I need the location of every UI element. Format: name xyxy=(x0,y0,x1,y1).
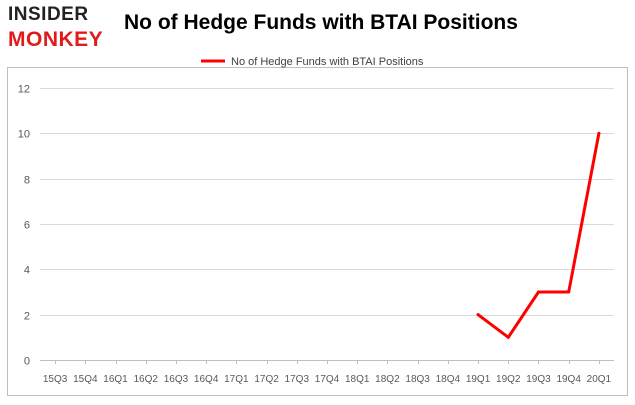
insider-monkey-logo: INSIDER MONKEY xyxy=(6,4,116,52)
x-tick-label: 20Q1 xyxy=(587,374,612,385)
chart-title: No of Hedge Funds with BTAI Positions xyxy=(124,11,518,34)
x-tick-label: 19Q4 xyxy=(556,374,581,385)
data-point-19Q1 xyxy=(476,313,480,317)
y-tick-labels: 0 2 4 6 8 10 12 xyxy=(18,84,30,368)
x-tick-label: 16Q1 xyxy=(103,374,128,385)
x-tick-label: 18Q1 xyxy=(345,374,370,385)
grid-layer xyxy=(40,88,614,361)
x-tick-label: 18Q2 xyxy=(375,374,400,385)
x-tick-label: 18Q3 xyxy=(405,374,430,385)
legend: No of Hedge Funds with BTAI Positions xyxy=(201,56,424,68)
chart-border xyxy=(7,67,628,396)
y-tick-label: 0 xyxy=(24,356,30,368)
x-tick-labels: 15Q3 15Q4 16Q1 16Q2 16Q3 16Q4 17Q1 17Q2 17Q3 17Q4… xyxy=(43,360,612,385)
x-tick-label: 17Q3 xyxy=(285,374,310,385)
logo-line-2: MONKEY xyxy=(8,28,104,51)
data-point-19Q4 xyxy=(567,290,571,294)
x-tick-label: 19Q2 xyxy=(496,374,521,385)
x-tick-label: 19Q1 xyxy=(466,374,491,385)
data-point-19Q2 xyxy=(506,335,510,339)
data-point-19Q3 xyxy=(536,290,540,294)
y-tick-label: 4 xyxy=(24,265,30,277)
x-tick-label: 15Q4 xyxy=(73,374,98,385)
x-tick-label: 16Q3 xyxy=(164,374,189,385)
x-tick-label: 16Q4 xyxy=(194,374,219,385)
x-tick-label: 16Q2 xyxy=(134,374,159,385)
y-tick-label: 12 xyxy=(18,84,30,96)
y-tick-label: 8 xyxy=(24,175,30,187)
series-layer xyxy=(476,131,601,339)
x-tick-label: 15Q3 xyxy=(43,374,68,385)
series-line-0 xyxy=(476,131,601,339)
x-tick-label: 17Q1 xyxy=(224,374,249,385)
y-tick-label: 6 xyxy=(24,220,30,232)
y-tick-label: 2 xyxy=(24,311,30,323)
legend-label: No of Hedge Funds with BTAI Positions xyxy=(231,56,424,68)
data-point-20Q1 xyxy=(597,131,601,135)
x-tick-label: 18Q4 xyxy=(436,374,461,385)
x-tick-label: 17Q2 xyxy=(254,374,279,385)
logo-line-1: INSIDER xyxy=(8,4,89,25)
x-tick-label: 17Q4 xyxy=(315,374,340,385)
x-tick-label: 19Q3 xyxy=(526,374,551,385)
y-tick-label: 10 xyxy=(18,129,30,141)
